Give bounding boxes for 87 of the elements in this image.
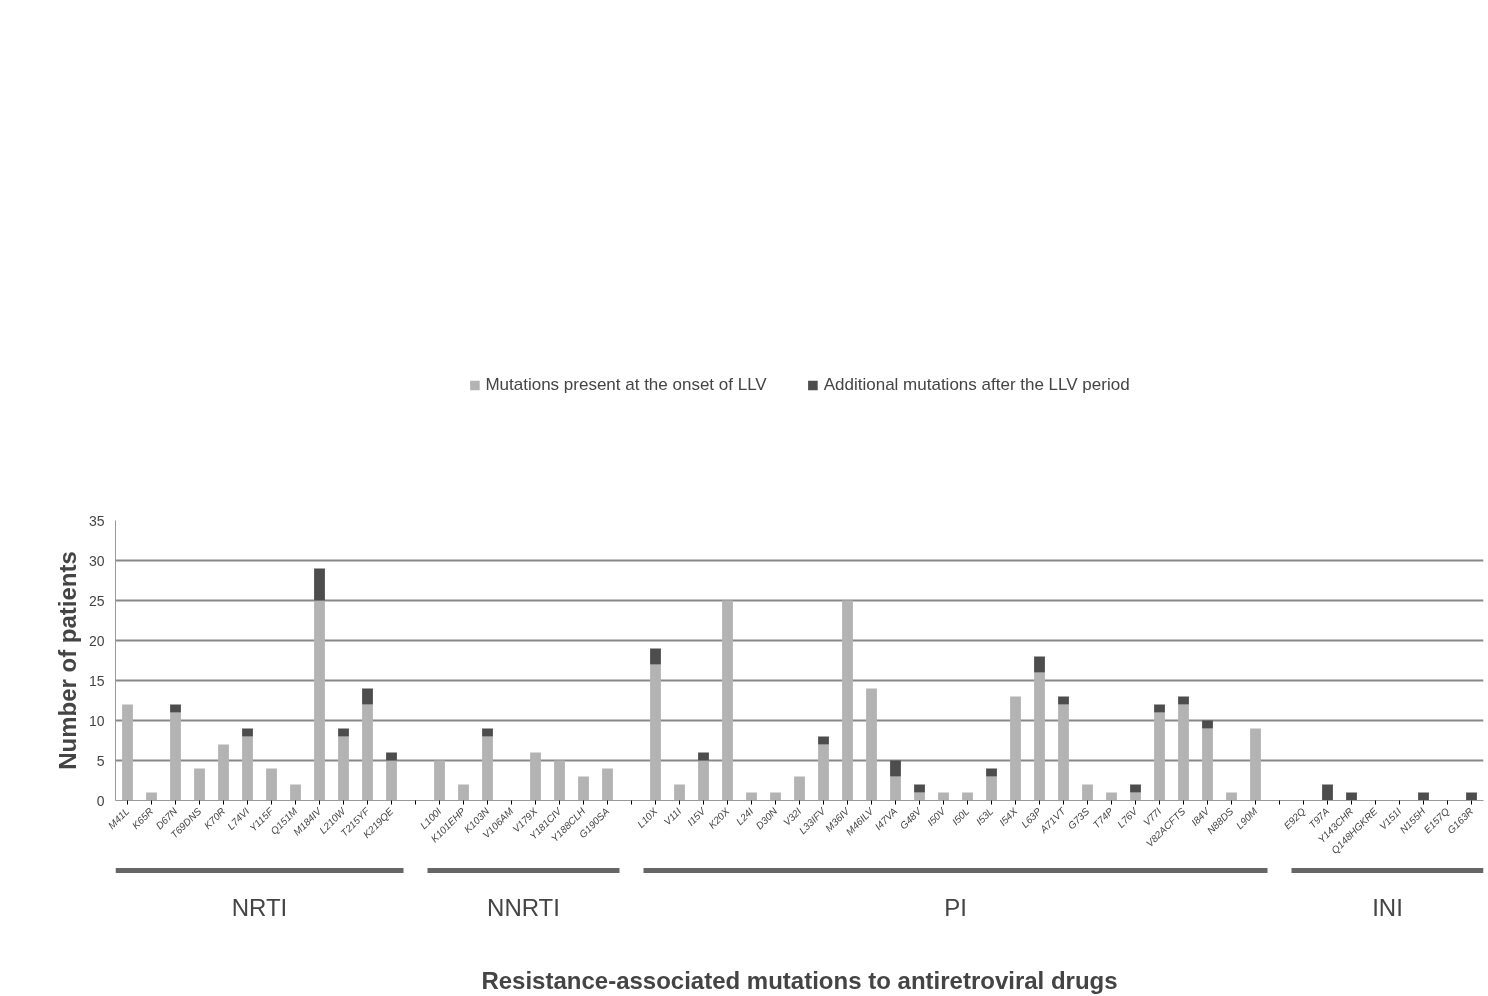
- bar: [1322, 784, 1333, 801]
- bar: [1034, 656, 1045, 673]
- bar: [146, 792, 157, 801]
- bar: [1130, 792, 1141, 801]
- text: NNRTI: [487, 893, 560, 921]
- bar: [362, 688, 373, 705]
- bar: [194, 768, 205, 801]
- bar: [386, 760, 397, 801]
- bar: [482, 728, 493, 737]
- bar: [338, 736, 349, 801]
- bar: [1346, 792, 1357, 801]
- bar: [1082, 784, 1093, 801]
- bar: [986, 768, 997, 777]
- bar: [650, 648, 661, 665]
- bar: [1466, 792, 1477, 801]
- bar: [338, 728, 349, 737]
- bar: [530, 752, 541, 801]
- x-tick-label: V11I: [661, 805, 684, 828]
- bar: [242, 736, 253, 801]
- bar: [818, 744, 829, 801]
- bar: [1154, 712, 1165, 801]
- legend-label: Additional mutations after the LLV period: [823, 375, 1130, 395]
- x-tick-label: I53L: [973, 805, 996, 828]
- bar: [602, 768, 613, 801]
- text: PI: [944, 893, 967, 921]
- y-tick-label: 15: [88, 672, 105, 689]
- bar: [818, 736, 829, 745]
- y-tick-label: 10: [88, 712, 105, 729]
- legend-label: Mutations present at the onset of LLV: [485, 375, 767, 395]
- y-tick-label: 5: [96, 752, 105, 769]
- bar: [674, 784, 685, 801]
- x-axis-title: Resistance-associated mutations to antiretroviral drugs: [481, 966, 1118, 994]
- text: NRTI: [231, 893, 288, 921]
- y-tick-label: 0: [96, 792, 105, 809]
- bar: [722, 600, 733, 801]
- bar: [1034, 672, 1045, 801]
- bar: [890, 760, 901, 777]
- bar: [1178, 704, 1189, 801]
- bar: [1154, 704, 1165, 713]
- bar: [866, 688, 877, 801]
- bar: [962, 792, 973, 801]
- bar: [1058, 696, 1069, 705]
- bar: [938, 792, 949, 801]
- bar: [266, 768, 277, 801]
- bar: [554, 760, 565, 801]
- bar: [578, 776, 589, 801]
- y-tick-label: 35: [88, 512, 105, 529]
- bar: [1178, 696, 1189, 705]
- bar: [794, 776, 805, 801]
- bar: [1010, 696, 1021, 801]
- bar: [746, 792, 757, 801]
- bar: [170, 704, 181, 713]
- text: INI: [1372, 893, 1403, 921]
- bar: [698, 760, 709, 801]
- bar: [914, 784, 925, 793]
- bar: [842, 600, 853, 801]
- bar: [698, 752, 709, 761]
- y-axis-title: Number of patients: [53, 551, 81, 770]
- bar: [218, 744, 229, 801]
- bar: [914, 792, 925, 801]
- bar: [1058, 704, 1069, 801]
- y-tick-label: 20: [88, 632, 105, 649]
- bar: [314, 600, 325, 801]
- y-tick-label: 30: [88, 552, 105, 569]
- bar: [242, 728, 253, 737]
- bar: [1250, 728, 1261, 801]
- bar: [314, 568, 325, 601]
- bar: [1202, 720, 1213, 729]
- bar: [986, 776, 997, 801]
- y-tick-label: 25: [88, 592, 105, 609]
- bar: [1202, 728, 1213, 801]
- bar: [290, 784, 301, 801]
- bar: [770, 792, 781, 801]
- bar: [650, 664, 661, 801]
- bar: [1226, 792, 1237, 801]
- bar: [386, 752, 397, 761]
- bar: [1418, 792, 1429, 801]
- x-tick-label: I50L: [949, 805, 972, 828]
- bar: [458, 784, 469, 801]
- bar: [170, 712, 181, 801]
- bar: [434, 760, 445, 801]
- bar: [122, 704, 133, 801]
- bar: [482, 736, 493, 801]
- bar: [1130, 784, 1141, 793]
- bar: [890, 776, 901, 801]
- bar: [362, 704, 373, 801]
- bar: [1106, 792, 1117, 801]
